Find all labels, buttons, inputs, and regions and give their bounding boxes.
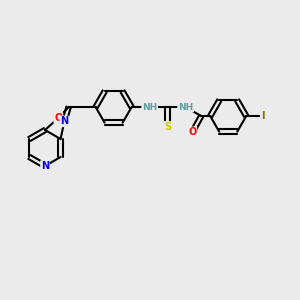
Text: O: O — [188, 127, 196, 137]
Text: N: N — [41, 161, 49, 171]
Text: NH: NH — [142, 103, 157, 112]
Text: I: I — [261, 111, 264, 121]
Text: O: O — [54, 113, 62, 123]
Text: S: S — [164, 122, 171, 132]
Text: N: N — [60, 116, 68, 126]
Text: NH: NH — [178, 103, 193, 112]
